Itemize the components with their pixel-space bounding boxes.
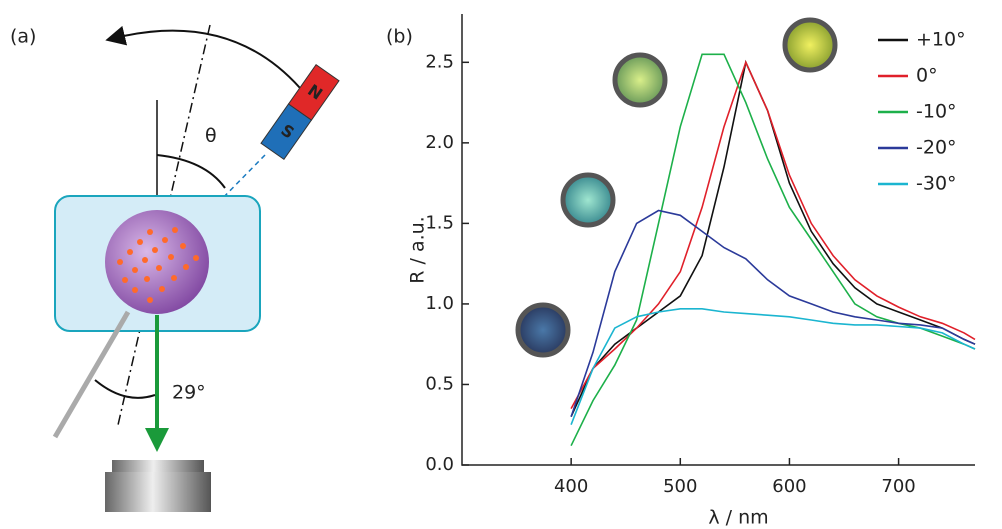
objective [105,472,211,512]
panel-label: (b) [386,26,413,48]
y-tick-label: 1.5 [425,212,454,233]
particle-chains [117,227,199,303]
incidence-label: 29° [172,382,206,404]
y-tick-label: 1.0 [425,293,454,314]
x-tick-label: 500 [663,476,697,497]
axis-frame [461,14,975,466]
x-tick-label: 700 [881,476,915,497]
incident-beam [52,310,131,439]
x-tick-label: 400 [554,476,588,497]
chart: (b) 400 500 600 700 0.0 0.5 1.0 1.5 2.0 2.5 λ / nm R… [386,14,976,529]
legend-label: 0° [916,65,938,87]
panel-label: (a) [10,26,36,48]
x-tick-label: 600 [772,476,806,497]
magnet: S N [260,63,340,161]
legend-label: -10° [916,101,957,123]
series-line [570,209,976,417]
x-axis-label: λ / nm [708,507,768,529]
legend-label: +10° [916,29,966,51]
incidence-arc [94,379,156,399]
photos [515,17,838,358]
legend-label: -20° [916,137,957,159]
legend-label: -30° [916,173,957,195]
theta-label: θ [205,125,217,147]
series-line [570,60,976,409]
rotation-arrow [105,25,301,89]
y-tick-label: 0.0 [425,454,454,475]
series-line [570,59,976,418]
theta-arc [156,154,226,189]
y-tick-label: 2.0 [425,132,454,153]
series-line [570,308,976,425]
y-tick-label: 2.5 [425,51,454,72]
series-line [570,53,976,447]
schematic: (a) θ S N 29° [10,24,340,512]
objective-cap [112,460,204,472]
y-tick-label: 0.5 [425,373,454,394]
y-axis-label: R / a.u. [407,216,429,283]
sphere [105,210,209,314]
